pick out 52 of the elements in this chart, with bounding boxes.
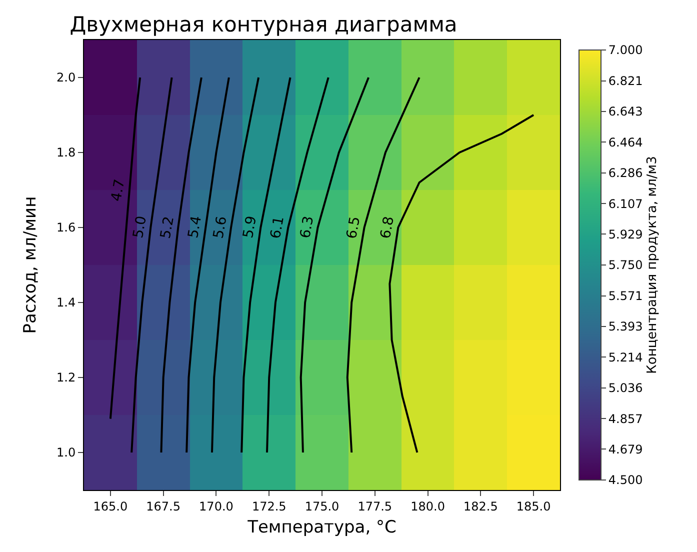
- x-tick-label: 180.0: [410, 499, 445, 514]
- x-tick-label: 165.0: [93, 499, 128, 514]
- color-bar-label: 4.857: [608, 412, 643, 426]
- text: 4.7: [108, 178, 128, 203]
- line-series: [130, 76, 173, 454]
- color-bar-label: 5.750: [608, 258, 643, 272]
- y-tick-label: 1.2: [56, 370, 76, 385]
- color-bar-label: 7.000: [608, 43, 643, 58]
- y-tick-label: 1.4: [56, 296, 76, 310]
- color-bar-label: 6.107: [608, 196, 643, 211]
- chart-title: Двухмерная контурная диаграмма: [70, 12, 458, 36]
- x-tick-label: 172.5: [252, 499, 286, 514]
- x-tick-label: 175.0: [304, 499, 340, 514]
- line-series: [240, 76, 292, 454]
- line-series: [186, 76, 230, 454]
- line-series: [300, 76, 370, 454]
- text: 6.8: [378, 215, 398, 240]
- y-tick-label: 1.6: [56, 220, 76, 235]
- line-series: [346, 76, 420, 454]
- color-bar-label: 6.643: [608, 104, 643, 119]
- x-tick-label: 167.5: [146, 499, 181, 514]
- text: 6.5: [344, 215, 364, 240]
- line-series: [266, 76, 330, 454]
- color-bar-label: 6.464: [608, 135, 643, 150]
- color-bar-label: 5.571: [608, 288, 643, 303]
- text: 5.9: [240, 214, 260, 240]
- text: 5.2: [158, 215, 178, 240]
- text: 6.3: [298, 214, 318, 240]
- color-bar-label: 5.929: [608, 227, 643, 242]
- color-bar-label: 4.679: [608, 442, 643, 456]
- x-tick-label: 185.0: [516, 499, 551, 514]
- y-tick-label: 1.0: [56, 446, 76, 460]
- color-bar-label: 6.286: [608, 166, 643, 180]
- y-tick-label: 1.8: [56, 146, 76, 160]
- text: 6.1: [268, 215, 288, 240]
- color-bar-label: 5.214: [608, 350, 643, 364]
- color-bar-label: 5.036: [608, 381, 643, 396]
- line-series: [210, 76, 260, 454]
- y-axis-title: Расход, мл/мин: [20, 196, 41, 334]
- x-tick-label: 177.5: [358, 499, 392, 514]
- text: 5.0: [130, 214, 150, 240]
- text: 5.4: [185, 214, 206, 240]
- color-bar-label: 4.500: [608, 473, 643, 488]
- x-tick-label: 182.5: [463, 499, 498, 514]
- y-tick-label: 2.0: [56, 70, 76, 85]
- text: 5.6: [210, 215, 230, 240]
- color-bar-title: Концентрация продукта, мл/м3: [644, 156, 660, 374]
- x-axis-title: Температура, °C: [246, 517, 396, 538]
- color-bar-label: 5.393: [608, 320, 643, 334]
- line-series: [160, 76, 202, 454]
- x-tick-label: 170.0: [199, 499, 234, 514]
- color-bar-label: 6.821: [608, 74, 643, 88]
